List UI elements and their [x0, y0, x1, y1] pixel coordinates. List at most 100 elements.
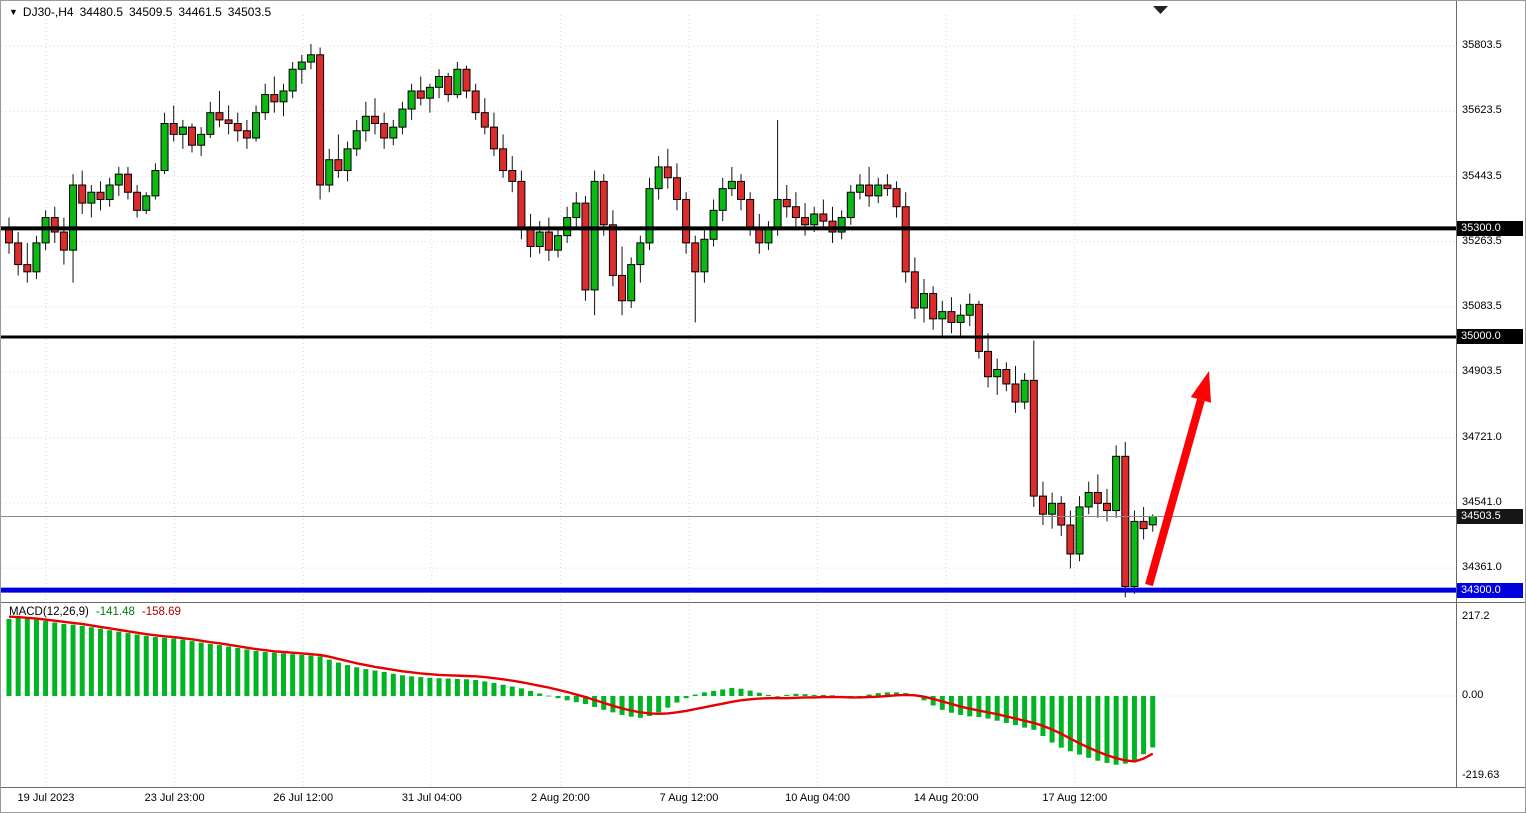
macd-histogram-bar: [1058, 696, 1064, 748]
candle-up: [636, 242, 645, 266]
macd-histogram-bar: [253, 650, 259, 696]
candle-down: [984, 350, 993, 378]
candle-up: [837, 217, 846, 233]
candle-down: [782, 198, 791, 208]
candle-down: [581, 202, 590, 291]
candle-up: [361, 115, 370, 132]
candle-down: [755, 227, 764, 244]
macd-histogram-bar: [1104, 696, 1110, 763]
candle-down: [682, 198, 691, 244]
ohlc-high: 34509.5: [129, 5, 173, 19]
macd-histogram-bar: [820, 694, 826, 696]
macd-histogram-bar: [354, 667, 360, 696]
candle-down: [416, 90, 425, 99]
candle-up: [773, 198, 782, 229]
candle-up: [1112, 455, 1121, 512]
candle-up: [142, 195, 151, 211]
macd-histogram-bar: [564, 696, 570, 701]
candle-down: [947, 311, 956, 323]
macd-histogram-bar: [491, 682, 497, 696]
candle-down: [508, 170, 517, 182]
candle-down: [242, 130, 251, 139]
candle-up: [325, 159, 334, 186]
candle-down: [1057, 502, 1066, 526]
macd-histogram-bar: [271, 652, 277, 696]
macd-histogram-bar: [464, 679, 469, 696]
macd-histogram-bar: [207, 643, 213, 696]
macd-histogram-bar: [198, 642, 204, 696]
ohlc-open: 34480.5: [79, 5, 123, 19]
candle-up: [206, 112, 215, 135]
chart-shift-marker-icon[interactable]: [1153, 6, 1168, 14]
macd-histogram-bar: [107, 630, 113, 696]
candle-up: [407, 90, 416, 110]
candle-down: [801, 217, 810, 226]
macd-histogram-bar: [345, 665, 351, 696]
candle-down: [471, 90, 480, 114]
candle-down: [737, 180, 745, 200]
candle-up: [535, 231, 544, 248]
collapse-triangle-icon[interactable]: ▼: [9, 7, 18, 17]
macd-signal-value: -158.69: [141, 606, 181, 618]
candle-up: [32, 242, 41, 273]
candle-down: [380, 123, 389, 139]
macd-histogram-bar: [1086, 696, 1092, 758]
macd-histogram-bar: [1150, 696, 1156, 748]
macd-histogram-bar: [1095, 696, 1101, 761]
candle-down: [316, 54, 325, 186]
macd-histogram-bar: [436, 678, 442, 696]
macd-histogram-bar: [1031, 696, 1037, 730]
candle-up: [453, 68, 462, 96]
candle-down: [59, 231, 68, 251]
candle-down: [489, 126, 498, 150]
macd-histogram-bar: [692, 694, 698, 696]
candle-up: [810, 213, 819, 226]
macd-histogram-bar: [537, 693, 543, 696]
macd-histogram-bar: [482, 681, 488, 696]
macd-histogram-bar: [427, 677, 433, 696]
macd-histogram-bar: [866, 694, 872, 696]
trend-arrow-shaft[interactable]: [1145, 398, 1205, 587]
candle-up: [874, 184, 883, 197]
candle-down: [974, 303, 983, 352]
macd-histogram-bar: [720, 689, 726, 696]
macd-histogram-bar: [88, 627, 94, 696]
candle-down: [883, 184, 892, 190]
candle-down: [334, 159, 343, 172]
trend-arrow-head[interactable]: [1190, 371, 1212, 403]
candle-up: [1084, 491, 1093, 508]
macd-histogram-bar: [1040, 696, 1046, 737]
macd-histogram-bar: [1113, 696, 1119, 765]
candle-down: [929, 293, 938, 320]
candle-up: [654, 166, 663, 190]
candle-down: [517, 180, 526, 229]
macd-histogram-bar: [647, 696, 652, 717]
candle-down: [371, 115, 379, 125]
candle-down: [78, 184, 87, 204]
macd-histogram-bar: [528, 690, 534, 696]
macd-histogram-bar: [701, 692, 707, 696]
macd-histogram-bar: [875, 693, 881, 696]
candle-up: [261, 94, 270, 114]
candle-up: [1020, 379, 1029, 403]
macd-histogram-bar: [884, 692, 890, 696]
macd-histogram-bar: [473, 679, 479, 696]
candle-up: [425, 86, 434, 99]
candle-up: [572, 202, 581, 219]
macd-histogram-bar: [1122, 696, 1128, 764]
macd-histogram-bar: [134, 634, 140, 696]
macd-histogram-bar: [189, 641, 195, 696]
candle-down: [791, 206, 800, 219]
macd-histogram-bar: [775, 696, 781, 697]
candle-up: [590, 180, 599, 291]
candle-up: [398, 108, 407, 128]
macd-histogram-bar: [116, 631, 122, 696]
candle-down: [1011, 383, 1020, 403]
candle-up: [1148, 516, 1157, 526]
macd-histogram-bar: [281, 653, 286, 696]
macd-histogram-bar: [290, 654, 296, 696]
macd-histogram-bar: [326, 659, 332, 696]
macd-histogram-bar: [939, 696, 945, 710]
candle-down: [215, 112, 224, 121]
